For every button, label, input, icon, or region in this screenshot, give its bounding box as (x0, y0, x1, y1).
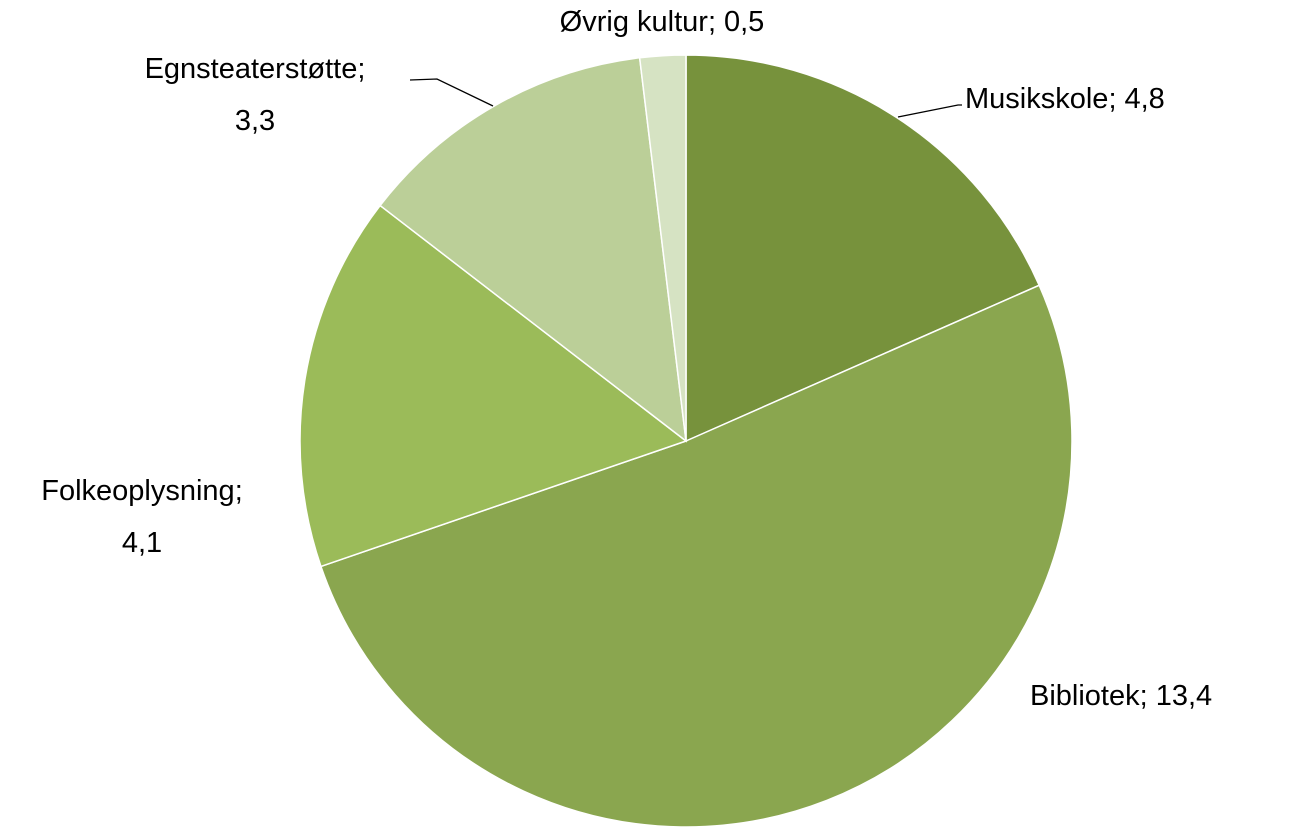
label-separator: ; (357, 53, 365, 85)
label-category: Bibliotek (1030, 680, 1140, 712)
label-value: 0,5 (724, 6, 764, 38)
label-separator: ; (235, 475, 243, 507)
label-category: Egnsteaterstøtte (145, 53, 358, 85)
data-label: Bibliotek; 13,4 (1030, 680, 1212, 712)
data-label: Øvrig kultur; 0,5 (560, 6, 765, 38)
label-value: 13,4 (1156, 680, 1212, 712)
label-category: Folkeoplysning (41, 475, 234, 507)
label-value: 4,8 (1125, 83, 1165, 115)
label-category: Musikskole (965, 83, 1108, 115)
data-label: Egnsteaterstøtte; 3,3 (145, 53, 366, 137)
data-label: Folkeoplysning; 4,1 (41, 475, 243, 559)
pie-slice (685, 54, 1041, 443)
leader-line (897, 104, 962, 118)
label-category: Øvrig kultur (560, 6, 709, 38)
pie-slice (319, 284, 1073, 827)
leader-line (409, 78, 494, 107)
pie-slice (379, 56, 687, 443)
label-separator: ; (708, 6, 716, 38)
data-label: Musikskole; 4,8 (965, 83, 1165, 115)
pie-slice (299, 204, 688, 568)
label-value: 4,1 (122, 527, 162, 559)
label-separator: ; (1108, 83, 1116, 115)
label-value: 3,3 (235, 105, 275, 137)
pie-slice (638, 54, 687, 442)
label-separator: ; (1140, 680, 1148, 712)
